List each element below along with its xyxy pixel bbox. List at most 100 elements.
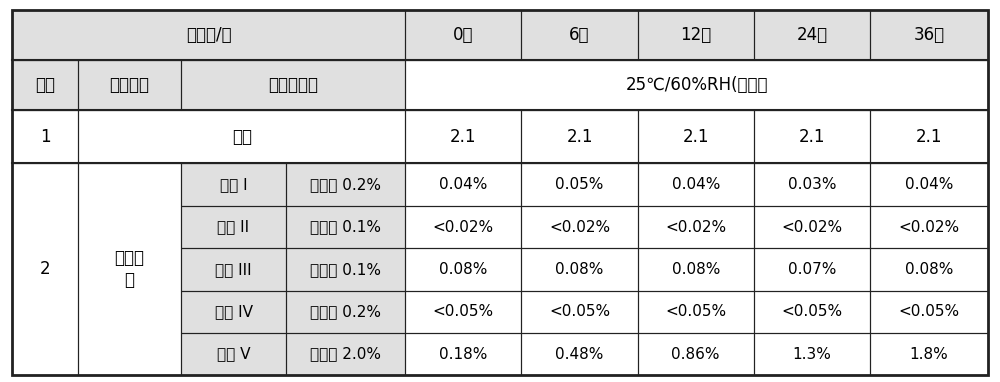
Text: 0天: 0天: [453, 26, 474, 44]
Bar: [405, 163, 521, 206]
Bar: [870, 110, 988, 163]
Bar: [870, 163, 988, 206]
Bar: [78, 163, 181, 375]
Text: 6月: 6月: [569, 26, 590, 44]
Bar: [405, 60, 988, 110]
Bar: [286, 163, 405, 206]
Bar: [78, 60, 181, 110]
Text: 0.18%: 0.18%: [439, 346, 488, 362]
Bar: [638, 248, 754, 291]
Bar: [405, 60, 988, 110]
Bar: [78, 110, 405, 163]
Bar: [638, 10, 754, 60]
Bar: [521, 163, 638, 206]
Text: 25℃/60%RH(长期）: 25℃/60%RH(长期）: [625, 76, 768, 94]
Text: 不得过 2.0%: 不得过 2.0%: [310, 346, 381, 362]
Bar: [870, 291, 988, 333]
Text: 0.05%: 0.05%: [555, 177, 604, 192]
Bar: [286, 333, 405, 375]
Bar: [521, 206, 638, 248]
Bar: [286, 248, 405, 291]
Bar: [638, 248, 754, 291]
Bar: [638, 206, 754, 248]
Bar: [870, 248, 988, 291]
Text: 可接受标准: 可接受标准: [268, 76, 318, 94]
Bar: [405, 10, 521, 60]
Text: 1.3%: 1.3%: [792, 346, 831, 362]
Text: <0.05%: <0.05%: [781, 304, 842, 319]
Text: 杂质 I: 杂质 I: [220, 177, 247, 192]
Text: 0.04%: 0.04%: [439, 177, 488, 192]
Bar: [870, 333, 988, 375]
Bar: [286, 206, 405, 248]
Bar: [870, 206, 988, 248]
Bar: [870, 333, 988, 375]
Bar: [521, 163, 638, 206]
Text: 12月: 12月: [680, 26, 711, 44]
Bar: [754, 206, 870, 248]
Bar: [870, 291, 988, 333]
Text: 0.03%: 0.03%: [788, 177, 836, 192]
Bar: [181, 206, 286, 248]
Bar: [181, 163, 286, 206]
Bar: [405, 110, 521, 163]
Text: 不得过 0.2%: 不得过 0.2%: [310, 304, 381, 319]
Bar: [754, 333, 870, 375]
Text: <0.02%: <0.02%: [665, 220, 726, 235]
Bar: [286, 291, 405, 333]
Text: <0.05%: <0.05%: [549, 304, 610, 319]
Bar: [521, 333, 638, 375]
Bar: [405, 333, 521, 375]
Bar: [405, 248, 521, 291]
Bar: [638, 333, 754, 375]
Bar: [638, 10, 754, 60]
Text: <0.02%: <0.02%: [898, 220, 960, 235]
Text: 24月: 24月: [796, 26, 827, 44]
Bar: [286, 291, 405, 333]
Bar: [638, 291, 754, 333]
Bar: [181, 291, 286, 333]
Bar: [870, 10, 988, 60]
Text: 杂质 IV: 杂质 IV: [215, 304, 253, 319]
Bar: [521, 248, 638, 291]
Bar: [181, 333, 286, 375]
Bar: [405, 291, 521, 333]
Bar: [521, 248, 638, 291]
Text: 1.8%: 1.8%: [910, 346, 948, 362]
Text: 2: 2: [40, 260, 50, 278]
Bar: [12, 60, 78, 110]
Text: 序号: 序号: [35, 76, 55, 94]
Bar: [638, 333, 754, 375]
Bar: [405, 10, 521, 60]
Bar: [754, 110, 870, 163]
Bar: [754, 291, 870, 333]
Bar: [754, 248, 870, 291]
Bar: [638, 163, 754, 206]
Bar: [181, 291, 286, 333]
Text: 1: 1: [40, 128, 50, 146]
Bar: [754, 10, 870, 60]
Bar: [754, 110, 870, 163]
Text: 不得过 0.2%: 不得过 0.2%: [310, 177, 381, 192]
Bar: [181, 248, 286, 291]
Bar: [12, 10, 405, 60]
Bar: [638, 163, 754, 206]
Bar: [181, 163, 286, 206]
Text: 时间点/月: 时间点/月: [186, 26, 231, 44]
Bar: [870, 110, 988, 163]
Text: 2.1: 2.1: [682, 128, 709, 146]
Bar: [286, 206, 405, 248]
Bar: [521, 291, 638, 333]
Text: 0.48%: 0.48%: [555, 346, 604, 362]
Bar: [521, 291, 638, 333]
Text: 杂质 III: 杂质 III: [215, 262, 252, 277]
Bar: [12, 60, 78, 110]
Bar: [181, 60, 405, 110]
Bar: [638, 110, 754, 163]
Bar: [521, 206, 638, 248]
Text: 杂质 II: 杂质 II: [217, 220, 250, 235]
Text: 不得过 0.1%: 不得过 0.1%: [310, 262, 381, 277]
Bar: [12, 110, 78, 163]
Text: 0.08%: 0.08%: [439, 262, 488, 277]
Bar: [78, 163, 181, 375]
